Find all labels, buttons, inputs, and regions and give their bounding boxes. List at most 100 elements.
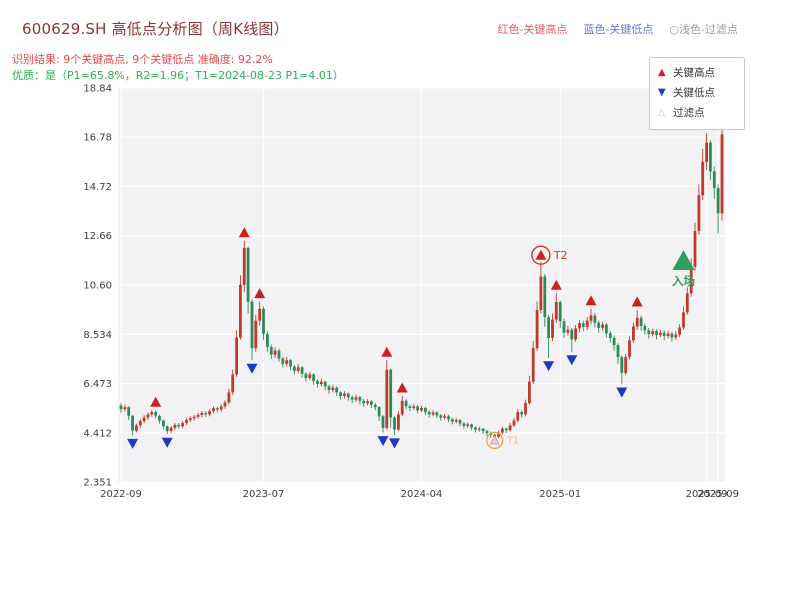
y-tick-label: 4.412 [83,428,112,439]
candle-body [227,392,231,403]
candle-body [312,374,315,381]
candle-body [354,397,358,400]
candle-body [300,367,304,374]
candle-body [620,357,624,373]
candle-body [709,142,712,172]
color-key-filtered-note: ○浅色-过滤点 [669,23,738,36]
candle-body [281,358,285,364]
candle-body [327,386,331,390]
candle-body [497,432,500,437]
candle-body [674,334,678,338]
candle-body [262,308,265,334]
candle-body [162,420,165,427]
candle-body [462,423,466,426]
candle-body [381,416,385,428]
candle-body [562,321,566,333]
candle-body [420,408,423,411]
candle-body [454,420,458,422]
candle-body [647,330,651,335]
candle-body [335,387,339,393]
candle-body [720,134,724,214]
candle-body [558,302,562,322]
y-tick-label: 14.72 [83,182,112,193]
x-tick-label: 2025-01 [539,489,581,500]
candle-body [242,247,246,285]
candle-body [458,420,462,424]
candle-body [543,276,547,318]
candle-body [377,407,381,417]
candle-body [466,424,470,426]
x-tick-label: 2025-09 [686,489,728,500]
candle-body [331,387,335,390]
color-key: 红色-关键高点 蓝色-关键低点 ○浅色-过滤点 [497,21,738,37]
candle-body [427,412,431,415]
candle-body [535,310,539,349]
candle-body [208,411,211,415]
candle-body [250,301,254,349]
candle-body [697,195,701,232]
candle-body [181,423,184,427]
candle-body [269,347,273,355]
candle-body [373,404,377,408]
t1-filtered-marker [489,435,500,445]
candle-body [520,412,524,415]
candle-body [574,328,577,340]
candle-body [716,188,720,214]
recognition-result: 识别结果: 9个关键高点, 9个关键低点 准确度: 92.2% [12,53,273,66]
candle-body [655,331,658,335]
candle-body [316,380,319,384]
candle-body [404,400,408,407]
candle-body [435,412,439,416]
candle-body [612,337,616,346]
candle-body [196,414,200,417]
candle-body [643,326,647,331]
candle-body [578,323,581,329]
candle-body [212,408,215,412]
key-low-marker [377,436,389,447]
candle-body [135,425,138,431]
candle-body [293,366,296,371]
x-tick-label: 2024-04 [401,489,443,500]
candle-body [570,329,574,340]
candle-body [539,276,543,310]
candle-body [397,414,400,430]
up-triangle-icon: ▲ [658,66,666,78]
candle-body [597,322,601,328]
candle-body [231,374,235,393]
legend-item-filtered: △ 过滤点 [658,105,736,120]
candle-body [362,400,366,404]
candle-body [635,317,639,327]
candle-body [416,406,419,411]
candle-body [474,427,477,430]
key-high-marker [396,382,408,393]
candle-body [358,397,362,401]
candle-body [239,284,242,338]
marker-legend: ▲ 关键高点 ▼ 关键低点 △ 过滤点 [649,57,745,130]
candle-body [624,357,628,373]
candle-body [389,369,393,418]
candle-body [366,401,369,404]
candle-body [412,406,416,408]
t2-key-high-marker [535,249,547,260]
candle-body [601,324,604,328]
y-tick-label: 6.473 [83,379,112,390]
candle-body [581,323,585,327]
candle-body [431,412,435,415]
candle-body [424,408,427,413]
t2-label: T2 [553,249,568,262]
candle-body [258,308,262,321]
candle-body [508,425,512,431]
candle-body [393,417,396,430]
candle-body [254,320,258,349]
candle-body [158,415,161,421]
candle-body [173,424,177,428]
key-low-marker [246,363,258,374]
chart-title: 600629.SH 高低点分析图（周K线图） [22,20,289,38]
candle-body [501,428,504,433]
candle-body [219,406,223,410]
candle-body [138,421,142,426]
y-tick-label: 2.351 [83,478,112,489]
x-tick-label: 2022-09 [100,489,142,500]
key-high-marker [631,296,643,307]
